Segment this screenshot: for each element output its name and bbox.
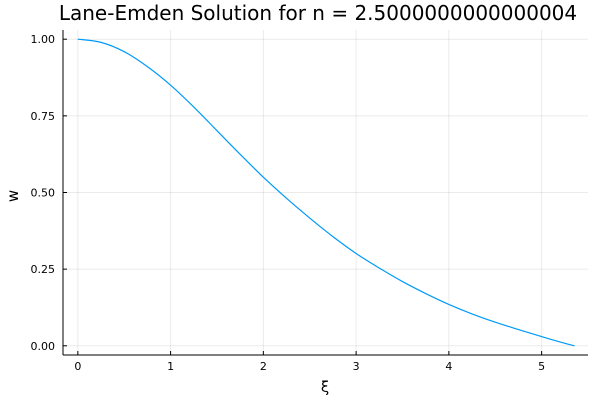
y-tick-label: 0.00 xyxy=(31,340,56,353)
x-tick-label: 2 xyxy=(260,360,267,373)
x-tick-label: 0 xyxy=(74,360,81,373)
ticks: 0 1 2 3 4 5 0.00 0.25 0.50 0.75 1.00 xyxy=(31,33,546,373)
grid xyxy=(63,30,588,355)
chart-title: Lane-Emden Solution for n = 2.5000000000… xyxy=(59,1,577,25)
series-line xyxy=(77,38,575,347)
y-tick-label: 0.50 xyxy=(31,187,56,200)
y-tick-label: 0.25 xyxy=(31,263,56,276)
x-tick-label: 4 xyxy=(445,360,452,373)
x-tick-label: 5 xyxy=(538,360,545,373)
series xyxy=(77,38,575,347)
x-tick-label: 3 xyxy=(353,360,360,373)
x-tick-label: 1 xyxy=(167,360,174,373)
x-axis-label: ξ xyxy=(321,378,329,396)
y-tick-label: 1.00 xyxy=(31,33,56,46)
y-axis-label: w xyxy=(4,190,22,202)
y-tick-label: 0.75 xyxy=(31,110,56,123)
